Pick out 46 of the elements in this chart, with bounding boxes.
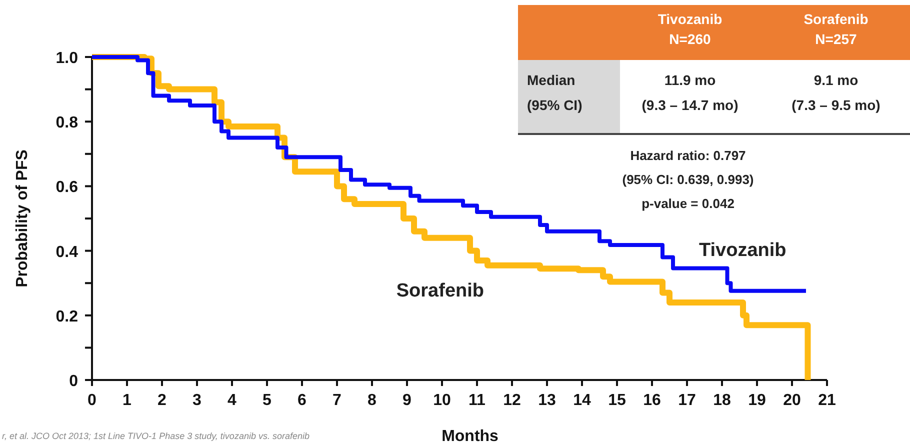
text: Tivozanib [658,11,722,27]
text: N=260 [669,31,712,47]
y-tick-label: 0 [69,373,78,390]
x-tick-label: 13 [538,392,556,409]
x-tick-label: 21 [818,392,836,409]
x-tick-label: 15 [608,392,626,409]
x-tick-label: 10 [433,392,451,409]
y-tick-label: 0.6 [56,179,78,196]
x-tick-label: 20 [783,392,801,409]
y-tick-label: 0.8 [56,114,78,132]
x-tick-label: 18 [713,392,731,409]
x-tick-label: 7 [332,392,342,409]
x-tick-label: 16 [643,392,661,409]
text: N=257 [815,31,858,47]
annotation: (95% CI: 0.639, 0.993) [622,172,754,187]
series-label: Tivozanib [699,240,786,262]
x-tick-label: 0 [88,392,97,409]
text: Sorafenib [804,11,868,27]
y-axis-title: Probability of PFS [14,149,31,288]
annotation: p-value = 0.042 [642,196,734,211]
x-tick-label: 6 [298,392,307,409]
annotation: (95% CI) [527,97,582,113]
x-tick-label: 17 [678,392,696,409]
annotation: (9.3 – 14.7 mo) [642,97,738,113]
annotation: (7.3 – 9.5 mo) [792,97,880,113]
text: r, et al. JCO Oct 2013; 1st Line TIVO-1 Phase 3 study, tivozanib vs. sorafenib [2,431,310,441]
series-label: Sorafenib [396,280,484,302]
x-tick-label: 9 [402,392,412,409]
x-tick-label: 11 [468,392,486,409]
x-tick-label: 19 [748,392,766,409]
x-axis-title: Months [442,428,499,445]
x-tick-label: 4 [228,392,237,409]
x-tick-label: 12 [503,392,521,409]
annotation: 11.9 mo [664,72,716,88]
x-tick-label: 3 [192,392,202,409]
annotation: Median [527,72,576,88]
x-tick-label: 8 [368,392,377,409]
x-tick-label: 2 [158,392,167,409]
x-tick-label: 14 [573,392,591,409]
annotation: 9.1 mo [814,72,858,88]
x-tick-label: 5 [262,392,272,409]
x-tick-label: 1 [122,392,132,409]
y-tick-label: 0.2 [56,308,78,326]
y-tick-label: 0.4 [56,244,78,261]
annotation: Hazard ratio: 0.797 [630,148,746,163]
y-tick-label: 1.0 [56,50,78,67]
